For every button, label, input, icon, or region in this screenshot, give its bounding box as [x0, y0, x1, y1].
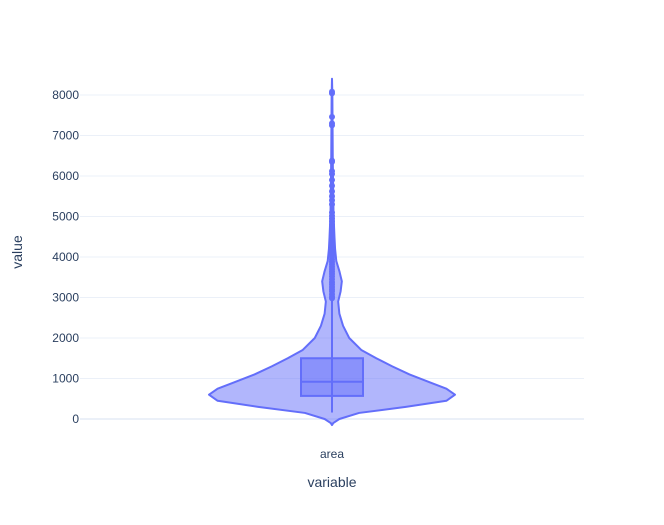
y-tick-label: 1000 — [52, 372, 79, 386]
y-tick-label: 6000 — [52, 169, 79, 183]
outlier-points — [329, 78, 335, 302]
y-axis-title: value — [9, 235, 25, 269]
outlier-point — [329, 182, 335, 189]
outlier-point — [329, 168, 335, 175]
y-tick-label: 7000 — [52, 129, 79, 143]
outlier-point — [329, 188, 335, 195]
y-tick-label: 4000 — [52, 250, 79, 264]
outlier-point — [329, 209, 335, 216]
y-tick-label: 5000 — [52, 210, 79, 224]
y-tick-label: 8000 — [52, 88, 79, 102]
box-iqr — [300, 357, 364, 397]
y-tick-labels: 0 1000 2000 3000 4000 5000 6000 7000 8000 — [52, 88, 79, 426]
y-tick-label: 3000 — [52, 291, 79, 305]
outlier-point — [329, 113, 335, 120]
outlier-point — [329, 157, 335, 164]
outlier-point — [329, 177, 335, 184]
x-tick-label-area: area — [320, 447, 344, 461]
outlier-point — [329, 88, 335, 95]
violin-trace — [208, 77, 456, 427]
outlier-point — [329, 120, 335, 127]
y-tick-label: 0 — [72, 412, 79, 426]
y-tick-label: 2000 — [52, 331, 79, 345]
x-axis-title: variable — [307, 474, 356, 490]
outlier-point — [329, 193, 335, 200]
